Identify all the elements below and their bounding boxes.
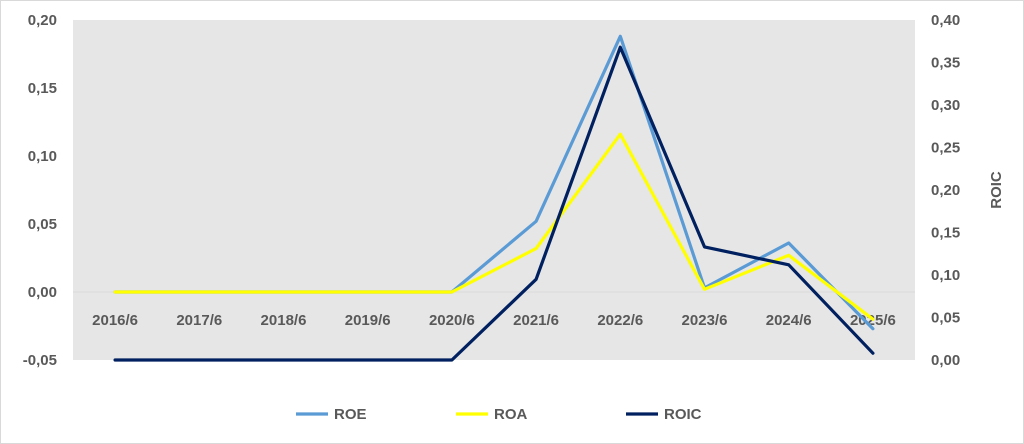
right-tick-label: 0,05: [931, 310, 960, 327]
x-tick-label: 2021/6: [513, 312, 559, 329]
x-tick-label: 2024/6: [766, 312, 812, 329]
left-tick-label: 0,10: [28, 148, 57, 165]
legend-label-roe: ROE: [334, 406, 367, 423]
right-tick-label: 0,20: [931, 182, 960, 199]
left-tick-label: -0,05: [23, 352, 57, 369]
plot-area: [73, 20, 915, 360]
right-tick-label: 0,00: [931, 352, 960, 369]
left-axis-ticks: -0,05 0,00 0,05 0,10 0,15 0,20: [23, 12, 57, 369]
right-tick-label: 0,30: [931, 97, 960, 114]
left-tick-label: 0,15: [28, 80, 57, 97]
legend-label-roa: ROA: [494, 406, 528, 423]
x-tick-label: 2019/6: [345, 312, 391, 329]
right-tick-label: 0,35: [931, 55, 960, 72]
x-tick-label: 2020/6: [429, 312, 475, 329]
right-tick-label: 0,40: [931, 12, 960, 29]
legend: ROE ROA ROIC: [296, 406, 702, 423]
x-tick-label: 2018/6: [261, 312, 307, 329]
right-axis-title: ROIC: [988, 171, 1005, 209]
right-tick-label: 0,10: [931, 267, 960, 284]
legend-label-roic: ROIC: [664, 406, 702, 423]
series-line-roic: [113, 45, 875, 362]
left-tick-label: 0,20: [28, 12, 57, 29]
series-line-roa: [113, 132, 875, 321]
left-tick-label: 0,05: [28, 216, 57, 233]
x-tick-label: 2023/6: [682, 312, 728, 329]
x-axis-ticks: 2016/6 2017/6 2018/6 2019/6 2020/6 2021/6 2022…: [92, 312, 896, 329]
x-tick-label: 2016/6: [92, 312, 138, 329]
right-tick-label: 0,15: [931, 225, 960, 242]
series-lines: [113, 34, 875, 362]
left-tick-label: 0,00: [28, 284, 57, 301]
right-axis-ticks: 0,00 0,05 0,10 0,15 0,20 0,25 0,30 0,35 0,40: [931, 12, 960, 369]
x-tick-label: 2017/6: [176, 312, 222, 329]
right-tick-label: 0,25: [931, 140, 960, 157]
x-tick-label: 2022/6: [597, 312, 643, 329]
